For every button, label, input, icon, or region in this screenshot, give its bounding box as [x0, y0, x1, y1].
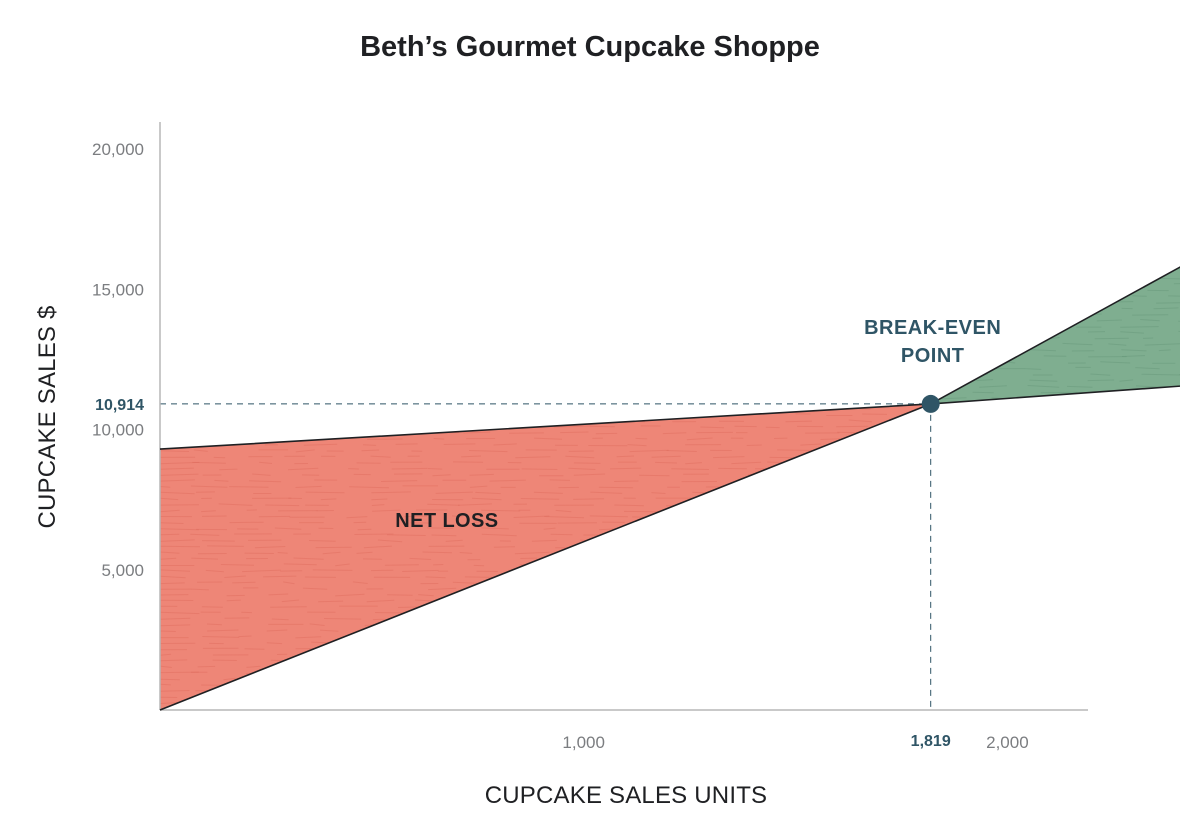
guide-layer: [160, 403, 932, 710]
label-layer: CUPCAKESALESTOTALCOSTSNET LOSSNET PROFIT…: [395, 317, 1001, 532]
net-loss-label: NET LOSS: [395, 510, 498, 532]
y-tick-label: 20,000: [92, 140, 144, 159]
x-tick-label: 1,000: [562, 733, 605, 752]
net-profit-region: [930, 267, 1180, 404]
chart-title: Beth’s Gourmet Cupcake Shoppe: [360, 31, 820, 63]
break-even-label: POINT: [901, 345, 965, 367]
axes-layer: 1,0002,0003,0005,00010,00015,00020,00010…: [92, 122, 1088, 752]
break-even-x-value: 1,819: [911, 733, 951, 750]
break-even-point-marker: [921, 394, 940, 413]
x-axis-title: CUPCAKE SALES UNITS: [485, 782, 768, 809]
break-even-label: BREAK-EVEN: [864, 317, 1001, 339]
y-tick-label: 5,000: [101, 561, 144, 580]
y-tick-label: 15,000: [92, 280, 144, 299]
series-layer: [159, 266, 1180, 711]
y-axis-title: CUPCAKE SALES $: [34, 305, 61, 528]
x-tick-label: 2,000: [986, 733, 1029, 752]
y-tick-label: 10,000: [92, 421, 144, 440]
break-even-y-value: 10,914: [95, 397, 144, 414]
